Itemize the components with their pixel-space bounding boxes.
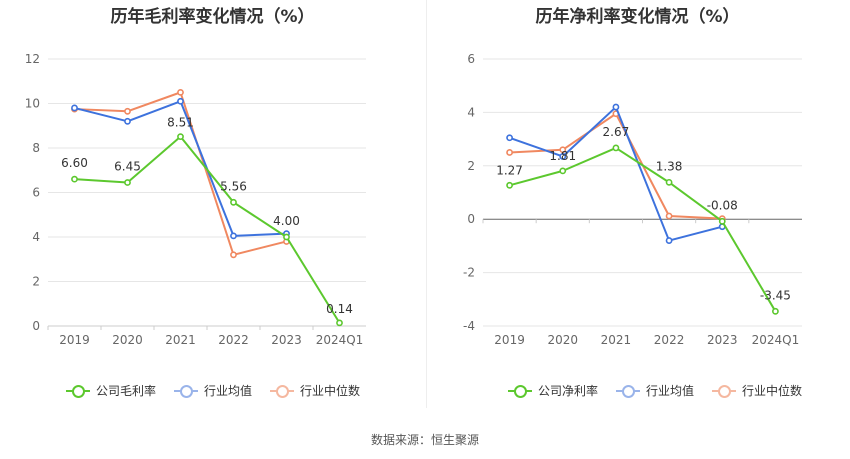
legend-item-company-gross-margin[interactable]: 公司毛利率	[66, 382, 156, 399]
legend-swatch-blue	[616, 384, 641, 398]
legend-label: 行业中位数	[742, 384, 803, 398]
x-tick-label: 2024Q1	[752, 333, 800, 347]
legend-label: 行业中位数	[300, 384, 361, 398]
left-chart-title: 历年毛利率变化情况（%）	[110, 7, 315, 27]
data-point	[177, 88, 184, 96]
legend-swatch-orange	[712, 384, 737, 398]
data-point	[230, 198, 237, 206]
x-tick-label: 2019	[494, 333, 525, 347]
data-point	[124, 179, 131, 186]
x-tick-label: 2021	[165, 333, 196, 347]
series-line-0	[509, 146, 777, 312]
y-tick-label: -4	[463, 319, 475, 333]
legend-label: 公司毛利率	[96, 384, 157, 398]
data-point	[230, 251, 237, 259]
x-tick-label: 2023	[271, 333, 302, 347]
data-label: 1.38	[656, 159, 683, 173]
panel-divider	[426, 0, 427, 408]
x-tick-label: 2020	[112, 333, 143, 347]
data-label: 1.27	[496, 163, 523, 177]
data-label: -0.08	[707, 198, 738, 212]
y-tick-label: 12	[25, 52, 40, 66]
legend-swatch-blue	[174, 384, 199, 398]
right-chart-title: 历年净利率变化情况（%）	[535, 7, 740, 27]
y-tick-label: 0	[467, 212, 475, 226]
data-point	[665, 178, 673, 186]
data-point	[506, 134, 513, 142]
right-legend: 公司净利率 行业均值 行业中位数	[508, 382, 820, 399]
legend-swatch-green	[66, 384, 90, 398]
y-tick-label: 4	[32, 230, 40, 244]
data-label: 8.51	[167, 116, 194, 130]
y-tick-label: 4	[467, 105, 475, 119]
x-tick-label: 2023	[707, 333, 738, 347]
data-point	[124, 117, 131, 125]
data-point	[559, 153, 567, 160]
data-label: 4.00	[273, 214, 300, 228]
y-tick-label: 2	[467, 159, 475, 173]
legend-swatch-green	[508, 384, 532, 398]
data-point	[177, 133, 184, 141]
data-label: 1.81	[549, 149, 576, 163]
y-tick-label: 6	[32, 186, 40, 200]
x-tick-label: 2022	[654, 333, 685, 347]
legend-label: 公司净利率	[538, 384, 599, 398]
data-point	[230, 232, 237, 240]
data-point	[559, 167, 567, 175]
data-source-note: 数据来源：恒生聚源	[370, 433, 479, 447]
data-point	[665, 237, 673, 244]
x-tick-label: 2024Q1	[316, 333, 364, 347]
data-point	[71, 175, 78, 183]
legend-label: 行业均值	[204, 384, 253, 398]
data-label: 2.67	[603, 125, 630, 139]
y-tick-label: 10	[25, 97, 40, 111]
data-point	[772, 307, 779, 315]
data-point	[71, 104, 78, 112]
legend-swatch-orange	[270, 384, 295, 398]
data-point	[718, 217, 726, 225]
data-point	[336, 319, 343, 327]
legend-label: 行业均值	[646, 384, 695, 398]
y-tick-label: 2	[32, 275, 40, 289]
x-tick-label: 2022	[218, 333, 249, 347]
left-legend: 公司毛利率 行业均值 行业中位数	[66, 382, 378, 399]
data-point	[124, 107, 131, 115]
data-point	[612, 144, 620, 152]
x-tick-label: 2021	[601, 333, 632, 347]
legend-item-industry-median[interactable]: 行业中位数	[712, 382, 802, 399]
data-point	[506, 149, 513, 156]
data-label: 5.56	[220, 179, 247, 193]
y-tick-label: 0	[32, 319, 40, 333]
series-line-0	[74, 135, 341, 324]
x-tick-label: 2020	[547, 333, 578, 347]
data-point	[177, 97, 184, 105]
legend-item-industry-average[interactable]: 行业均值	[174, 382, 252, 399]
legend-item-industry-median[interactable]: 行业中位数	[270, 382, 360, 399]
y-tick-label: -2	[463, 266, 475, 280]
x-tick-label: 2019	[59, 333, 90, 347]
y-tick-label: 6	[467, 52, 475, 66]
data-point	[612, 103, 620, 111]
data-point	[283, 233, 290, 241]
data-label: 0.14	[326, 302, 353, 316]
data-label: 6.45	[114, 159, 141, 173]
data-label: 6.60	[61, 156, 88, 170]
legend-item-industry-average[interactable]: 行业均值	[616, 382, 694, 399]
legend-item-company-net-margin[interactable]: 公司净利率	[508, 382, 598, 399]
data-point	[665, 212, 673, 220]
data-label: -3.45	[760, 288, 791, 302]
y-tick-label: 8	[32, 141, 40, 155]
data-point	[506, 181, 513, 189]
data-point	[559, 146, 567, 154]
